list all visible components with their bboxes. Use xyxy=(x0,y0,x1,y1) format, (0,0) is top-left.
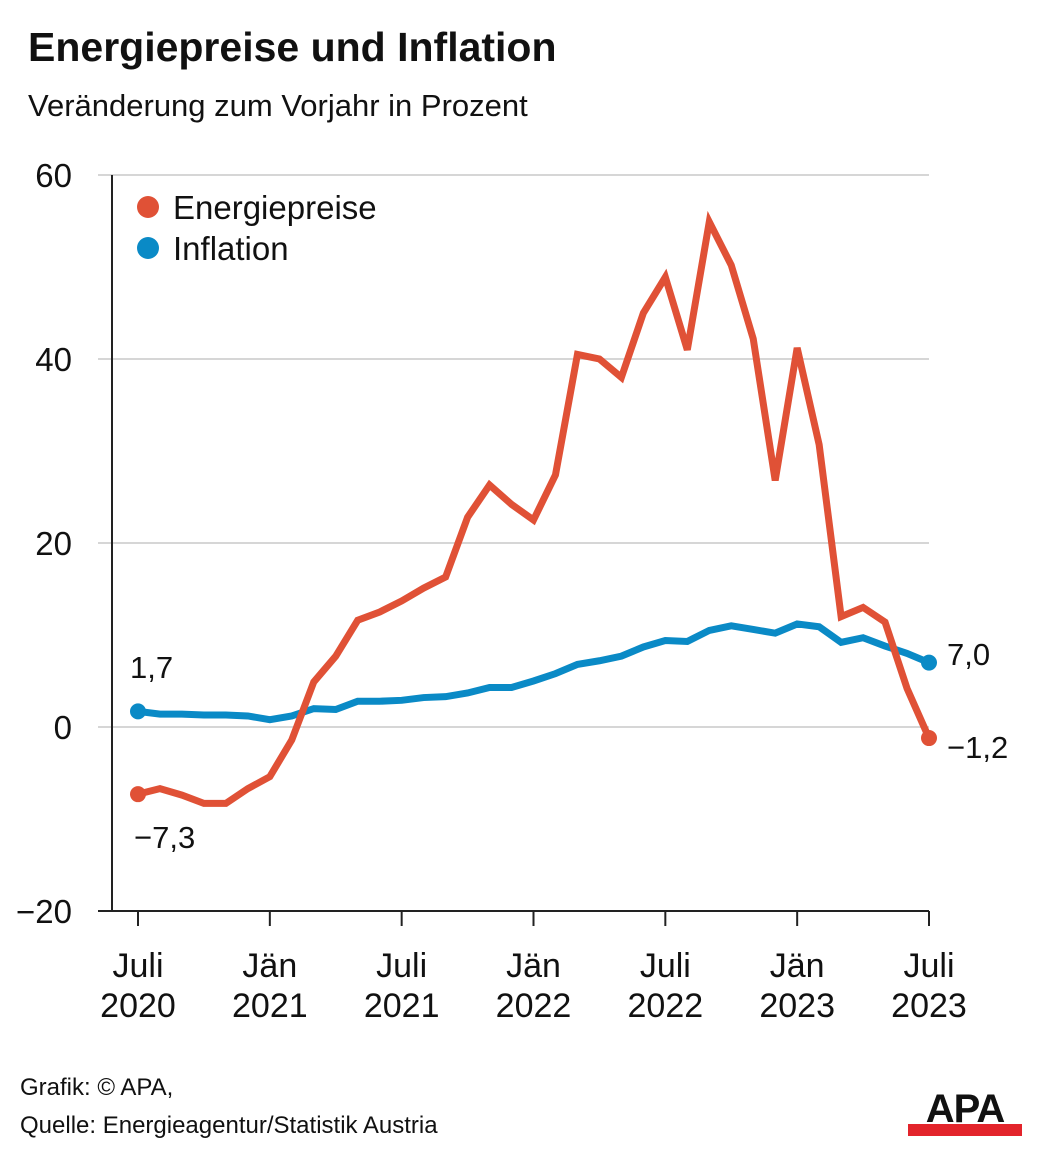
x-tick-label: Juli xyxy=(903,947,954,985)
start-point xyxy=(130,786,146,803)
chart-title: Energiepreise und Inflation xyxy=(28,24,557,70)
y-tick-label: −20 xyxy=(16,893,72,930)
y-tick-label: 40 xyxy=(35,341,72,378)
series-line-energiepreise xyxy=(137,210,933,807)
x-tick-label: Jän xyxy=(242,947,297,985)
legend-label: Energiepreise xyxy=(173,189,377,226)
y-tick-label: 60 xyxy=(35,157,72,194)
end-point xyxy=(921,654,937,671)
x-tick-label: Juli xyxy=(640,947,691,985)
legend-marker xyxy=(137,196,159,218)
data-label: −7,3 xyxy=(134,820,195,855)
x-tick-label: 2021 xyxy=(364,987,440,1025)
x-tick-label: Jän xyxy=(770,947,825,985)
chart-subtitle: Veränderung zum Vorjahr in Prozent xyxy=(28,88,528,123)
x-tick-label: 2023 xyxy=(891,987,967,1025)
line-chart: 6040200−20Juli2020Jän2021Juli2021Jän2022… xyxy=(16,157,1008,1025)
x-tick-label: Juli xyxy=(376,947,427,985)
x-tick-label: 2022 xyxy=(628,987,704,1025)
x-tick-label: 2021 xyxy=(232,987,308,1025)
y-tick-label: 0 xyxy=(54,709,72,746)
x-tick-label: 2022 xyxy=(496,987,572,1025)
data-label: −1,2 xyxy=(947,730,1008,765)
series-line-inflation xyxy=(137,620,931,724)
data-label: 7,0 xyxy=(947,637,990,672)
end-point xyxy=(921,730,937,747)
x-tick-label: Jän xyxy=(506,947,561,985)
credit-text: Grafik: © APA, xyxy=(20,1074,174,1101)
legend-label: Inflation xyxy=(173,230,289,267)
apa-logo: APA xyxy=(908,1088,1022,1136)
x-tick-label: 2023 xyxy=(759,987,835,1025)
y-tick-label: 20 xyxy=(35,525,72,562)
legend-marker xyxy=(137,237,159,259)
data-label: 1,7 xyxy=(130,650,173,685)
svg-text:APA: APA xyxy=(926,1088,1005,1131)
x-tick-label: Juli xyxy=(112,947,163,985)
source-text: Quelle: Energieagentur/Statistik Austria xyxy=(20,1112,438,1139)
x-tick-label: 2020 xyxy=(100,987,176,1025)
start-point xyxy=(130,703,146,720)
